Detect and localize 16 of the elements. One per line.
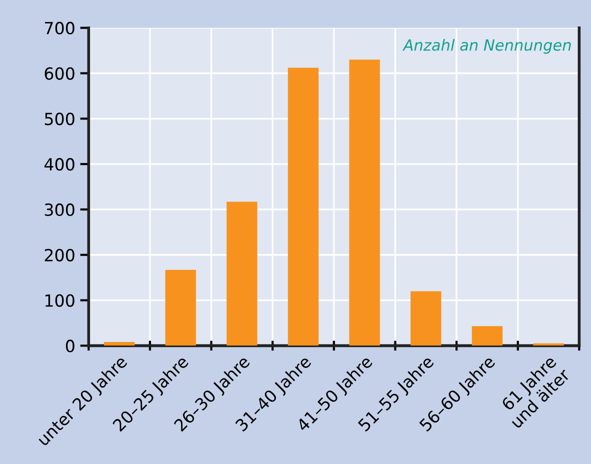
y-tick-label: 700 (45, 22, 74, 34)
y-tick-label: 100 (45, 294, 74, 307)
y-tick-label: 400 (44, 158, 74, 171)
bar (104, 342, 135, 346)
bar (472, 326, 503, 346)
y-tick-label: 200 (44, 248, 74, 262)
bar (226, 202, 258, 346)
bar (349, 60, 380, 346)
y-tick-label: 0 (66, 340, 74, 352)
y-tick-label: 600 (44, 67, 74, 80)
y-tick-label: 500 (44, 112, 74, 126)
bar (165, 270, 196, 346)
annotation: Anzahl an Nennungen (402, 38, 571, 54)
bar (288, 68, 319, 346)
bar (410, 291, 442, 346)
y-tick-label: 300 (44, 203, 74, 216)
